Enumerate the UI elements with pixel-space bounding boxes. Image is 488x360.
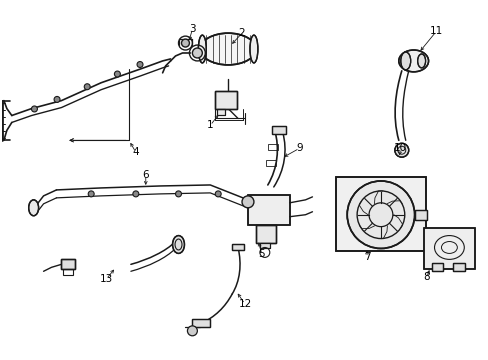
Circle shape	[84, 84, 90, 90]
Ellipse shape	[172, 235, 184, 253]
Ellipse shape	[29, 200, 39, 216]
Bar	[423, 228, 474, 269]
Text: 2: 2	[238, 28, 245, 38]
Circle shape	[346, 181, 414, 248]
Bar	[215, 91, 237, 109]
Text: 1: 1	[206, 121, 213, 130]
Bar	[232, 243, 244, 251]
Ellipse shape	[398, 50, 427, 72]
Bar	[217, 109, 224, 114]
Text: 6: 6	[142, 170, 149, 180]
Bar	[192, 319, 210, 327]
Bar	[267, 144, 277, 150]
Bar	[271, 126, 285, 134]
Circle shape	[175, 191, 181, 197]
Bar	[255, 225, 275, 243]
Bar	[414, 210, 426, 220]
Circle shape	[187, 326, 197, 336]
Bar	[336, 177, 425, 251]
Ellipse shape	[400, 52, 410, 70]
Bar	[265, 160, 275, 166]
Circle shape	[133, 191, 139, 197]
Bar	[232, 243, 244, 251]
Ellipse shape	[200, 33, 255, 65]
Bar	[247, 195, 289, 225]
Bar	[259, 243, 269, 248]
Circle shape	[215, 191, 221, 197]
Bar	[217, 109, 224, 114]
Text: 11: 11	[429, 26, 442, 36]
Bar	[259, 243, 269, 248]
Text: 9: 9	[296, 143, 302, 153]
Circle shape	[137, 62, 142, 67]
Bar	[247, 195, 289, 225]
Circle shape	[181, 39, 189, 47]
Circle shape	[242, 196, 253, 208]
Circle shape	[88, 191, 94, 197]
Text: 13: 13	[99, 274, 112, 284]
Text: 7: 7	[363, 252, 369, 262]
Circle shape	[31, 106, 38, 112]
Text: 12: 12	[238, 299, 251, 309]
Bar	[271, 126, 285, 134]
Bar	[452, 264, 464, 271]
Bar	[63, 269, 73, 275]
Text: 5: 5	[258, 249, 264, 260]
Text: 4: 4	[132, 147, 139, 157]
Ellipse shape	[198, 35, 206, 63]
Bar	[215, 91, 237, 109]
Bar	[452, 264, 464, 271]
Bar	[61, 260, 75, 269]
Bar	[61, 260, 75, 269]
Bar	[431, 264, 443, 271]
Bar	[192, 319, 210, 327]
Ellipse shape	[417, 54, 425, 68]
Text: 10: 10	[393, 143, 407, 153]
Bar	[336, 177, 425, 251]
Text: 3: 3	[189, 24, 195, 34]
Circle shape	[192, 48, 202, 58]
Bar	[431, 264, 443, 271]
Ellipse shape	[249, 35, 257, 63]
Circle shape	[114, 71, 120, 77]
Circle shape	[54, 96, 60, 102]
Circle shape	[394, 143, 408, 157]
Bar	[414, 210, 426, 220]
Bar	[255, 225, 275, 243]
Text: 8: 8	[423, 272, 429, 282]
Bar	[423, 228, 474, 269]
